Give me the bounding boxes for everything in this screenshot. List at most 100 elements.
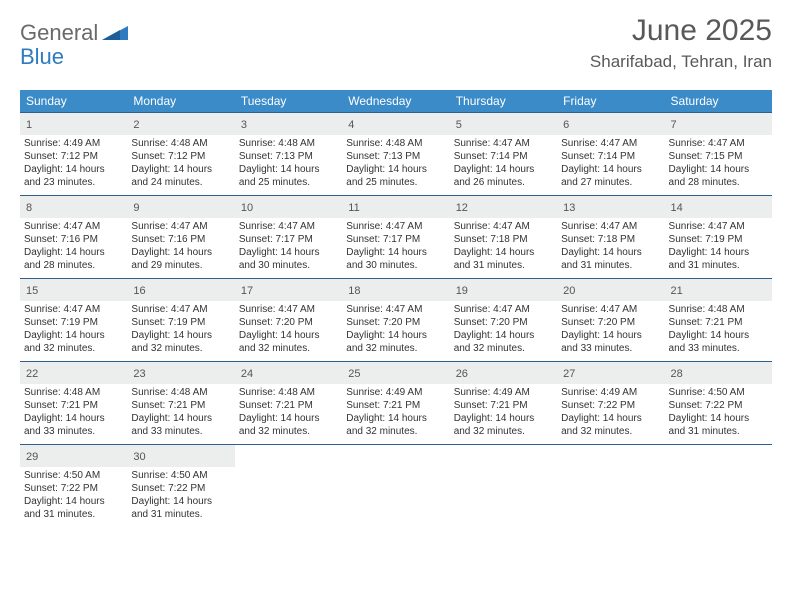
- daylight-line-2: and 31 minutes.: [131, 508, 230, 521]
- sunrise-line: Sunrise: 4:49 AM: [346, 386, 445, 399]
- day-number: 27: [563, 368, 575, 380]
- sunset-line: Sunset: 7:20 PM: [346, 316, 445, 329]
- sunset-line: Sunset: 7:16 PM: [24, 233, 123, 246]
- daylight-line-2: and 31 minutes.: [24, 508, 123, 521]
- day-info-cell: Sunrise: 4:47 AMSunset: 7:19 PMDaylight:…: [20, 301, 127, 362]
- day-info-text: Sunrise: 4:49 AMSunset: 7:22 PMDaylight:…: [561, 386, 660, 438]
- day-number: 18: [348, 285, 360, 297]
- sunrise-line: Sunrise: 4:47 AM: [561, 303, 660, 316]
- daylight-line-2: and 33 minutes.: [669, 342, 768, 355]
- sunrise-line: Sunrise: 4:48 AM: [24, 386, 123, 399]
- day-number: 22: [26, 368, 38, 380]
- day-info-text: Sunrise: 4:48 AMSunset: 7:13 PMDaylight:…: [239, 137, 338, 189]
- daylight-line-1: Daylight: 14 hours: [239, 246, 338, 259]
- daylight-line-1: Daylight: 14 hours: [24, 495, 123, 508]
- day-info-cell: Sunrise: 4:48 AMSunset: 7:21 PMDaylight:…: [20, 384, 127, 445]
- day-number: 28: [671, 368, 683, 380]
- weekday-header-row: Sunday Monday Tuesday Wednesday Thursday…: [20, 90, 772, 113]
- day-info-cell: Sunrise: 4:47 AMSunset: 7:17 PMDaylight:…: [235, 218, 342, 279]
- empty-cell: [342, 445, 449, 468]
- day-info-cell: Sunrise: 4:48 AMSunset: 7:13 PMDaylight:…: [342, 135, 449, 196]
- daylight-line-2: and 25 minutes.: [346, 176, 445, 189]
- day-number-cell: 29: [20, 445, 127, 468]
- daylight-line-2: and 32 minutes.: [131, 342, 230, 355]
- daylight-line-2: and 32 minutes.: [239, 425, 338, 438]
- daylight-line-1: Daylight: 14 hours: [24, 246, 123, 259]
- empty-cell: [235, 467, 342, 527]
- day-number-cell: 8: [20, 196, 127, 219]
- day-number: 8: [26, 202, 32, 214]
- sunrise-line: Sunrise: 4:48 AM: [669, 303, 768, 316]
- day-number: 11: [348, 202, 359, 214]
- sunrise-line: Sunrise: 4:47 AM: [131, 220, 230, 233]
- day-info-text: Sunrise: 4:48 AMSunset: 7:12 PMDaylight:…: [131, 137, 230, 189]
- sunset-line: Sunset: 7:21 PM: [24, 399, 123, 412]
- day-number-cell: 7: [665, 113, 772, 136]
- sunrise-line: Sunrise: 4:48 AM: [131, 386, 230, 399]
- sunset-line: Sunset: 7:22 PM: [561, 399, 660, 412]
- day-info-cell: Sunrise: 4:49 AMSunset: 7:21 PMDaylight:…: [450, 384, 557, 445]
- day-number-cell: 5: [450, 113, 557, 136]
- daylight-line-2: and 32 minutes.: [239, 342, 338, 355]
- day-info-cell: Sunrise: 4:50 AMSunset: 7:22 PMDaylight:…: [127, 467, 234, 527]
- daylight-line-1: Daylight: 14 hours: [239, 412, 338, 425]
- day-number-row: 22232425262728: [20, 362, 772, 385]
- daylight-line-1: Daylight: 14 hours: [669, 163, 768, 176]
- day-info-row: Sunrise: 4:49 AMSunset: 7:12 PMDaylight:…: [20, 135, 772, 196]
- daylight-line-2: and 31 minutes.: [561, 259, 660, 272]
- daylight-line-2: and 32 minutes.: [561, 425, 660, 438]
- daylight-line-2: and 32 minutes.: [24, 342, 123, 355]
- empty-cell: [557, 467, 664, 527]
- sunrise-line: Sunrise: 4:47 AM: [454, 137, 553, 150]
- day-number-row: 29 30: [20, 445, 772, 468]
- day-info-row: Sunrise: 4:50 AMSunset: 7:22 PMDaylight:…: [20, 467, 772, 527]
- day-number-row: 15161718192021: [20, 279, 772, 302]
- sunrise-line: Sunrise: 4:47 AM: [239, 303, 338, 316]
- day-number: 16: [133, 285, 145, 297]
- day-info-text: Sunrise: 4:48 AMSunset: 7:21 PMDaylight:…: [24, 386, 123, 438]
- day-info-cell: Sunrise: 4:47 AMSunset: 7:18 PMDaylight:…: [450, 218, 557, 279]
- day-info-text: Sunrise: 4:47 AMSunset: 7:15 PMDaylight:…: [669, 137, 768, 189]
- sunset-line: Sunset: 7:20 PM: [561, 316, 660, 329]
- sunrise-line: Sunrise: 4:47 AM: [346, 220, 445, 233]
- day-info-cell: Sunrise: 4:48 AMSunset: 7:13 PMDaylight:…: [235, 135, 342, 196]
- empty-cell: [557, 445, 664, 468]
- daylight-line-2: and 33 minutes.: [24, 425, 123, 438]
- day-number-cell: 22: [20, 362, 127, 385]
- day-info-text: Sunrise: 4:47 AMSunset: 7:19 PMDaylight:…: [669, 220, 768, 272]
- sunset-line: Sunset: 7:19 PM: [24, 316, 123, 329]
- day-number-cell: 30: [127, 445, 234, 468]
- day-info-text: Sunrise: 4:47 AMSunset: 7:20 PMDaylight:…: [346, 303, 445, 355]
- daylight-line-1: Daylight: 14 hours: [131, 163, 230, 176]
- daylight-line-1: Daylight: 14 hours: [454, 329, 553, 342]
- sunset-line: Sunset: 7:21 PM: [346, 399, 445, 412]
- sunset-line: Sunset: 7:20 PM: [239, 316, 338, 329]
- day-number: 10: [241, 202, 253, 214]
- day-info-cell: Sunrise: 4:47 AMSunset: 7:14 PMDaylight:…: [557, 135, 664, 196]
- day-info-row: Sunrise: 4:48 AMSunset: 7:21 PMDaylight:…: [20, 384, 772, 445]
- day-info-text: Sunrise: 4:47 AMSunset: 7:14 PMDaylight:…: [561, 137, 660, 189]
- sunrise-line: Sunrise: 4:47 AM: [561, 137, 660, 150]
- day-number-cell: 11: [342, 196, 449, 219]
- day-number: 29: [26, 451, 38, 463]
- day-info-cell: Sunrise: 4:50 AMSunset: 7:22 PMDaylight:…: [20, 467, 127, 527]
- day-number: 25: [348, 368, 360, 380]
- day-info-cell: Sunrise: 4:48 AMSunset: 7:21 PMDaylight:…: [665, 301, 772, 362]
- daylight-line-2: and 30 minutes.: [239, 259, 338, 272]
- day-info-row: Sunrise: 4:47 AM Sunset: 7:19 PM Daylight:…: [20, 301, 772, 362]
- day-number: 6: [563, 119, 569, 131]
- weekday-tuesday: Tuesday: [235, 90, 342, 113]
- day-number: 5: [456, 119, 462, 131]
- day-info-text: Sunrise: 4:47 AMSunset: 7:18 PMDaylight:…: [454, 220, 553, 272]
- day-number-cell: 10: [235, 196, 342, 219]
- day-number-cell: 15: [20, 279, 127, 302]
- sunset-line: Sunset: 7:18 PM: [561, 233, 660, 246]
- daylight-line-1: Daylight: 14 hours: [131, 495, 230, 508]
- month-title: June 2025: [590, 14, 772, 48]
- daylight-line-1: Daylight: 14 hours: [239, 329, 338, 342]
- daylight-line-2: and 33 minutes.: [561, 342, 660, 355]
- daylight-line-2: and 26 minutes.: [454, 176, 553, 189]
- day-number-row: 891011121314: [20, 196, 772, 219]
- sunrise-line: Sunrise: 4:50 AM: [24, 469, 123, 482]
- day-number: 2: [133, 119, 139, 131]
